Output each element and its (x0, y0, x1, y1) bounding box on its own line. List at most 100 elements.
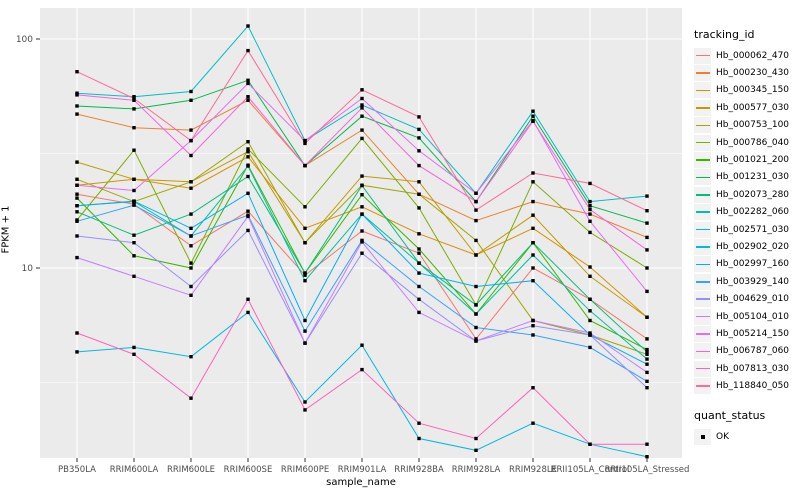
data-point (588, 333, 592, 337)
data-point (246, 228, 250, 233)
data-point (75, 93, 79, 97)
data-point (474, 312, 478, 316)
legend-line-sample (695, 350, 710, 353)
data-point (132, 352, 136, 356)
legend-key-swatch (694, 169, 711, 186)
data-point (75, 177, 79, 181)
data-point (645, 386, 649, 390)
data-point (303, 271, 307, 275)
data-point (303, 226, 307, 230)
data-point (645, 235, 649, 240)
legend-item-Hb_000577_030: Hb_000577_030 (694, 99, 798, 116)
data-point (588, 331, 592, 335)
legend-key-swatch (694, 134, 711, 151)
data-point (246, 150, 250, 154)
legend-item-label: Hb_007813_030 (716, 363, 790, 374)
data-point (246, 24, 250, 28)
legend-key-swatch (694, 360, 711, 377)
data-point (474, 208, 478, 212)
x-tick-label: RRII105LA_Control (551, 465, 630, 475)
data-point (474, 191, 478, 195)
data-point (417, 149, 421, 153)
data-point (417, 271, 421, 275)
data-point (531, 213, 535, 217)
data-point (531, 119, 535, 123)
data-point (360, 229, 364, 233)
data-point (189, 138, 193, 143)
data-point (645, 357, 649, 361)
data-point (531, 199, 535, 204)
data-point (474, 218, 478, 223)
data-point (531, 114, 535, 118)
x-tick-label: RRIM600LA (110, 465, 159, 475)
data-point (189, 355, 193, 359)
legend-item-Hb_002902_020: Hb_002902_020 (694, 238, 798, 255)
legend-item-label: Hb_004629_010 (716, 294, 790, 305)
data-point (474, 436, 478, 441)
data-point (189, 293, 193, 297)
legend-item-label: Hb_005104_010 (716, 311, 790, 322)
legend-key-swatch (694, 378, 711, 395)
data-point (75, 192, 79, 196)
data-point (246, 147, 250, 151)
legend-line-sample (695, 159, 710, 161)
data-point (75, 112, 79, 116)
data-point (189, 89, 193, 94)
data-point (360, 251, 364, 255)
legend-key-swatch (694, 82, 711, 99)
legend-line-sample (695, 298, 710, 300)
data-point (246, 174, 250, 179)
data-point (588, 199, 592, 204)
data-point (189, 153, 193, 158)
data-point (417, 247, 421, 251)
data-point (645, 266, 649, 270)
data-point (75, 196, 79, 200)
legend-item-quant-OK: OK (694, 428, 798, 445)
data-point (645, 362, 649, 366)
legend-item-Hb_002073_280: Hb_002073_280 (694, 186, 798, 203)
legend-item-Hb_002282_060: Hb_002282_060 (694, 204, 798, 221)
data-point (474, 303, 478, 307)
legend-key-swatch (694, 47, 711, 64)
data-point (246, 191, 250, 195)
data-point (132, 199, 136, 203)
legend-key-swatch (694, 221, 711, 238)
data-point (360, 106, 364, 110)
legend-line-sample (695, 211, 710, 213)
data-point (189, 261, 193, 265)
legend-line-sample (695, 194, 710, 196)
data-point (75, 255, 79, 260)
data-point (588, 230, 592, 235)
legend: tracking_id Hb_000062_470 Hb_000230_430 Hb… (694, 28, 798, 445)
data-point (588, 212, 592, 216)
legend-line-sample (695, 89, 710, 92)
legend-key-swatch (694, 99, 711, 116)
legend-key-swatch (694, 291, 711, 308)
data-point (645, 289, 649, 294)
data-point (360, 212, 364, 216)
data-point (246, 98, 250, 102)
data-point (531, 279, 535, 283)
data-point (417, 251, 421, 255)
data-point (132, 107, 136, 111)
data-point (474, 199, 478, 204)
data-point (417, 115, 421, 119)
data-point (417, 180, 421, 184)
data-point (246, 164, 250, 168)
data-point (588, 265, 592, 269)
data-point (531, 318, 535, 323)
legend-item-label: Hb_002282_060 (716, 207, 790, 218)
legend-item-label: Hb_000230_430 (716, 68, 790, 79)
data-point (303, 279, 307, 283)
data-point (531, 266, 535, 270)
data-point (360, 193, 364, 197)
data-point (645, 350, 649, 354)
data-point (531, 324, 535, 328)
data-point (75, 234, 79, 238)
data-point (645, 248, 649, 252)
data-point (303, 318, 307, 323)
data-point (360, 174, 364, 178)
data-point (303, 341, 307, 345)
legend-item-label: Hb_002571_030 (716, 224, 790, 235)
